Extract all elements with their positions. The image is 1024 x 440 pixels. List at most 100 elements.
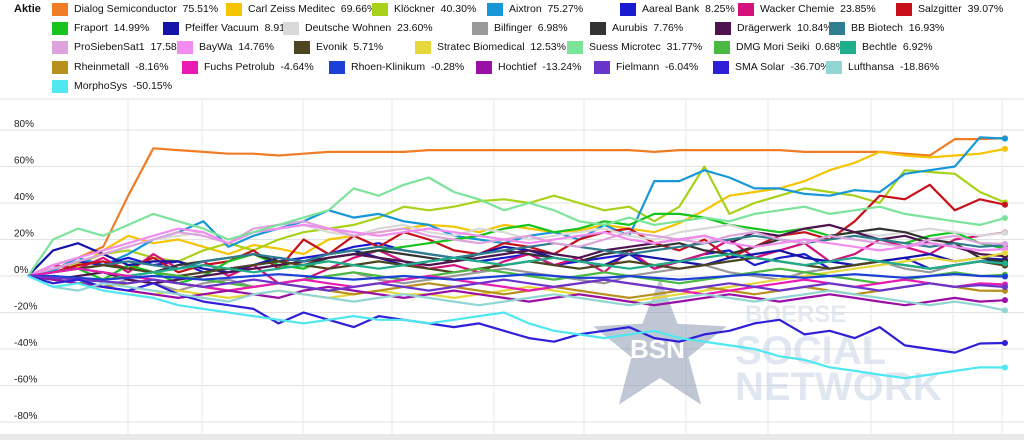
legend-item-stratec-biomedical[interactable]: Stratec Biomedical 12.53% — [415, 38, 566, 56]
series-end-point-aixtron — [1002, 135, 1008, 142]
y-tick-label: -60% — [14, 375, 37, 386]
y-tick-label: 40% — [14, 192, 34, 203]
series-end-point-lufthansa — [1002, 307, 1008, 314]
legend-swatch — [714, 40, 730, 54]
y-tick-label: 0% — [14, 265, 29, 276]
legend-swatch — [415, 40, 431, 54]
series-line-baywa — [27, 223, 1006, 278]
legend-item-kl-ckner[interactable]: Klöckner 40.30% — [372, 0, 476, 18]
series-end-point-rhoen-klinikum — [1002, 273, 1008, 280]
legend-label: Evonik 5.71% — [316, 41, 384, 53]
legend-label: Aixtron 75.27% — [509, 3, 584, 15]
series-line-morphosys — [27, 274, 1006, 380]
series-line-prosiebensat1 — [27, 220, 1006, 278]
legend-item-carl-zeiss-meditec[interactable]: Carl Zeiss Meditec 69.66% — [226, 0, 376, 18]
legend-swatch — [177, 40, 193, 54]
legend-item-pfeiffer-vacuum[interactable]: Pfeiffer Vacuum 8.91% — [163, 19, 294, 37]
legend-item-fraport[interactable]: Fraport 14.99% — [52, 19, 149, 37]
series-line-rhoen-klinikum — [28, 273, 1006, 281]
chart-bottom-band — [0, 434, 1024, 440]
legend-label: Fuchs Petrolub -4.64% — [204, 61, 314, 73]
legend-label: BB Biotech 16.93% — [851, 22, 945, 34]
legend-swatch — [52, 79, 68, 93]
series-line-sma-solar — [27, 274, 1006, 354]
legend-swatch — [715, 21, 731, 35]
legend-item-rheinmetall[interactable]: Rheinmetall -8.16% — [52, 58, 169, 76]
legend-label: MorphoSys -50.15% — [74, 80, 173, 92]
legend-swatch — [52, 60, 68, 74]
legend-swatch — [713, 60, 729, 74]
legend-item-baywa[interactable]: BayWa 14.76% — [177, 38, 274, 56]
legend-label: Deutsche Wohnen 23.60% — [305, 22, 433, 34]
legend-item-wacker-chemie[interactable]: Wacker Chemie 23.85% — [738, 0, 876, 18]
legend-item-sma-solar[interactable]: SMA Solar -36.70% — [713, 58, 830, 76]
legend-swatch — [738, 2, 754, 16]
legend-swatch — [372, 2, 388, 16]
legend-item-bechtle[interactable]: Bechtle 6.92% — [840, 38, 933, 56]
series-line-aixtron — [27, 136, 1006, 278]
legend-swatch — [294, 40, 310, 54]
legend-item-dr-gerwerk[interactable]: Drägerwerk 10.84% — [715, 19, 833, 37]
y-tick-label: -40% — [14, 338, 37, 349]
legend-swatch — [476, 60, 492, 74]
legend-swatch — [567, 40, 583, 54]
y-tick-label: -20% — [14, 302, 37, 313]
legend-item-dialog-semiconductor[interactable]: Dialog Semiconductor 75.51% — [52, 0, 218, 18]
legend-item-morphosys[interactable]: MorphoSys -50.15% — [52, 77, 172, 95]
legend-swatch — [163, 21, 179, 35]
legend-item-hochtief[interactable]: Hochtief -13.24% — [476, 58, 581, 76]
legend-item-fielmann[interactable]: Fielmann -6.04% — [594, 58, 698, 76]
legend-swatch — [896, 2, 912, 16]
line-chart: 80%60%40%20%0%-20%-40%-60%-80%BSNBOERSES… — [0, 98, 1024, 440]
legend-item-bb-biotech[interactable]: BB Biotech 16.93% — [829, 19, 944, 37]
series-end-point-deutsche-wohnen — [1002, 229, 1008, 236]
series-end-point-fielmann — [1002, 284, 1008, 291]
series-end-point-carl-zeiss-meditec — [1002, 145, 1008, 152]
legend-label: Pfeiffer Vacuum 8.91% — [185, 22, 295, 34]
legend-label: Stratec Biomedical 12.53% — [437, 41, 566, 53]
legend-label: Klöckner 40.30% — [394, 3, 477, 15]
legend-item-lufthansa[interactable]: Lufthansa -18.86% — [826, 58, 939, 76]
legend-item-aurubis[interactable]: Aurubis 7.76% — [590, 19, 683, 37]
legend-label: Rhoen-Klinikum -0.28% — [351, 61, 465, 73]
series-line-salzgitter — [27, 183, 1006, 278]
series-end-point-suess-microtec — [1002, 215, 1008, 222]
legend-label: BayWa 14.76% — [199, 41, 274, 53]
legend-item-rhoen-klinikum[interactable]: Rhoen-Klinikum -0.28% — [329, 58, 464, 76]
legend-swatch — [840, 40, 856, 54]
legend-item-evonik[interactable]: Evonik 5.71% — [294, 38, 383, 56]
legend-label: DMG Mori Seiki 0.68% — [736, 41, 846, 53]
series-line-bechtle — [27, 253, 1006, 278]
legend-label: Drägerwerk 10.84% — [737, 22, 833, 34]
legend-label: Aareal Bank 8.25% — [642, 3, 735, 15]
legend-item-dmg-mori-seiki[interactable]: DMG Mori Seiki 0.68% — [714, 38, 845, 56]
legend-item-prosiebensat1[interactable]: ProSiebenSat1 17.58% — [52, 38, 186, 56]
series-end-point-sma-solar — [1002, 339, 1008, 346]
legend-label: SMA Solar -36.70% — [735, 61, 830, 73]
legend-swatch — [329, 60, 345, 74]
legend-item-fuchs-petrolub[interactable]: Fuchs Petrolub -4.64% — [182, 58, 314, 76]
series-end-point-prosiebensat1 — [1002, 240, 1008, 247]
watermark-text-line3: NETWORK — [735, 365, 942, 409]
y-tick-label: -80% — [14, 411, 37, 422]
legend-label: Hochtief -13.24% — [498, 61, 582, 73]
legend-item-suess-microtec[interactable]: Suess Microtec 31.77% — [567, 38, 702, 56]
legend-item-aareal-bank[interactable]: Aareal Bank 8.25% — [620, 0, 735, 18]
y-tick-label: 60% — [14, 156, 34, 167]
legend-item-salzgitter[interactable]: Salzgitter 39.07% — [896, 0, 1003, 18]
legend-item-deutsche-wohnen[interactable]: Deutsche Wohnen 23.60% — [283, 19, 433, 37]
legend-swatch — [472, 21, 488, 35]
series-end-point-morphosys — [1002, 364, 1008, 371]
legend-swatch — [826, 60, 842, 74]
series-end-point-salzgitter — [1002, 201, 1008, 208]
series-line-suess-microtec — [27, 176, 1006, 277]
legend-item-bilfinger[interactable]: Bilfinger 6.98% — [472, 19, 568, 37]
legend-label: Dialog Semiconductor 75.51% — [74, 3, 219, 15]
legend-label: Suess Microtec 31.77% — [589, 41, 703, 53]
legend-label: Lufthansa -18.86% — [848, 61, 940, 73]
legend-swatch — [52, 2, 68, 16]
series-line-dialog-semiconductor — [27, 137, 1006, 278]
series-end-point-hochtief — [1002, 297, 1008, 304]
legend-swatch — [182, 60, 198, 74]
legend-item-aixtron[interactable]: Aixtron 75.27% — [487, 0, 583, 18]
